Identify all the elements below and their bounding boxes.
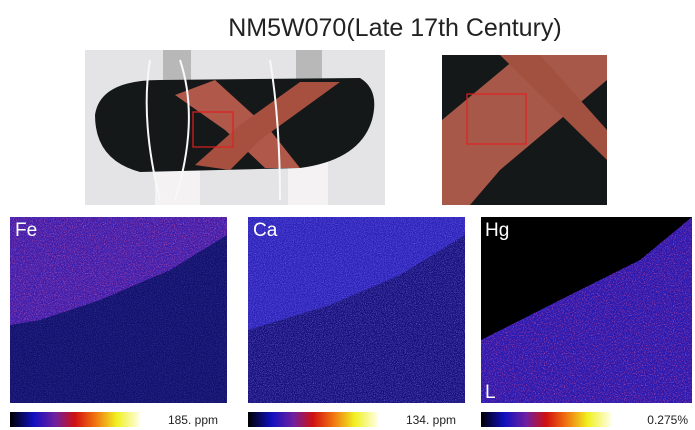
colorbar (481, 412, 611, 427)
colorbar (248, 412, 378, 427)
scale-label: 0.275% (647, 413, 688, 427)
element-label: Ca (253, 220, 278, 241)
ca-map: Ca (248, 217, 465, 403)
scale-label: 134. ppm (406, 413, 456, 427)
colorbar (10, 412, 140, 427)
corner-label: L (485, 382, 496, 403)
zoom-photo (442, 55, 607, 205)
element-label: Hg (485, 220, 509, 241)
element-label: Fe (15, 220, 37, 241)
fe-map: Fe (10, 217, 227, 403)
slide: NM5W070(Late 17th Century) Fe Ca (0, 0, 695, 430)
scale-label: 185. ppm (168, 413, 218, 427)
hg-map: Hg L (481, 217, 692, 403)
sample-photo (85, 50, 385, 205)
slide-title: NM5W070(Late 17th Century) (228, 14, 561, 42)
